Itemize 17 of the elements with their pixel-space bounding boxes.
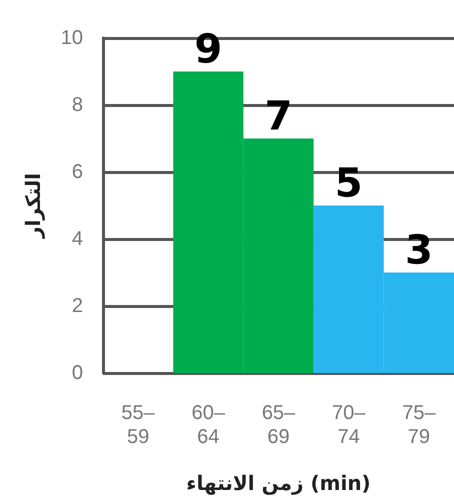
- y-tick-label: 0: [72, 362, 83, 384]
- data-label: 3: [404, 228, 433, 274]
- x-tick-label: 65–69: [262, 402, 296, 448]
- x-tick-label: 75–79: [402, 402, 436, 448]
- x-axis-title: زمن الانتهاء (min): [186, 471, 371, 495]
- data-label: 7: [264, 94, 292, 140]
- y-tick-label: 4: [72, 228, 83, 250]
- data-label: 9: [194, 26, 222, 72]
- y-axis-title: التكرار: [21, 173, 45, 239]
- y-tick-label: 6: [72, 161, 83, 183]
- y-tick-label: 2: [72, 295, 83, 317]
- data-label: 5: [334, 160, 363, 206]
- x-tick-label: 60–64: [192, 402, 226, 448]
- x-tick-label: 70–74: [332, 402, 366, 448]
- y-tick-label: 8: [72, 94, 83, 116]
- y-tick-label: 10: [60, 27, 83, 49]
- x-tick-label: 55–59: [121, 402, 156, 448]
